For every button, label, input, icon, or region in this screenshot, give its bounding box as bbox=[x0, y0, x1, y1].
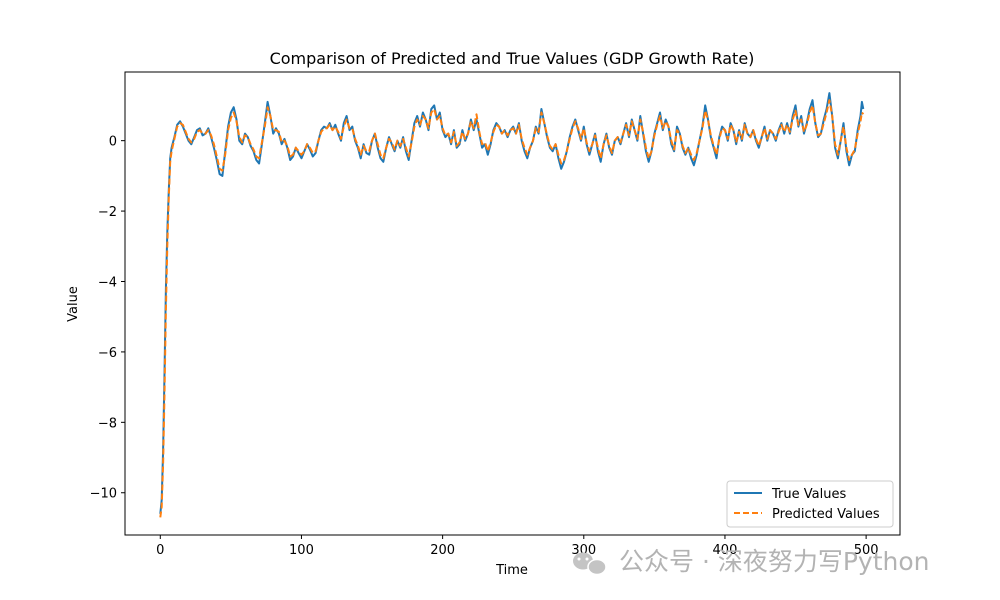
axes-frame bbox=[124, 71, 901, 536]
y-axis-ticks: −10 −8 −6 −4 −2 0 bbox=[90, 135, 125, 502]
watermark: 公众号 · 深夜努力写Python bbox=[573, 547, 930, 576]
legend: True Values Predicted Values bbox=[726, 480, 894, 528]
plot-area bbox=[159, 92, 865, 518]
y-axis-label: Value bbox=[66, 286, 81, 322]
x-axis-ticks: 0 100 200 300 400 500 bbox=[156, 535, 879, 558]
x-tick-label: 500 bbox=[854, 543, 879, 558]
y-tick-label: −8 bbox=[98, 416, 117, 431]
y-tick-label: −10 bbox=[90, 487, 117, 502]
x-tick-label: 100 bbox=[289, 543, 314, 558]
x-tick-label: 400 bbox=[713, 543, 738, 558]
x-axis-label: Time bbox=[495, 563, 528, 578]
series-line-predicted-values bbox=[159, 99, 865, 518]
chart-title: Comparison of Predicted and True Values … bbox=[270, 49, 755, 68]
y-tick-label: −2 bbox=[98, 205, 117, 220]
y-tick-label: −4 bbox=[98, 275, 117, 290]
legend-label-predicted-values: Predicted Values bbox=[772, 507, 880, 522]
x-tick-label: 200 bbox=[430, 543, 455, 558]
watermark-text: 公众号 · 深夜努力写Python bbox=[619, 547, 930, 576]
wechat-icon bbox=[573, 552, 607, 576]
y-tick-label: 0 bbox=[109, 135, 117, 150]
x-tick-label: 0 bbox=[156, 543, 164, 558]
y-tick-label: −6 bbox=[98, 346, 117, 361]
legend-box bbox=[726, 480, 894, 528]
legend-label-true-values: True Values bbox=[771, 487, 846, 502]
